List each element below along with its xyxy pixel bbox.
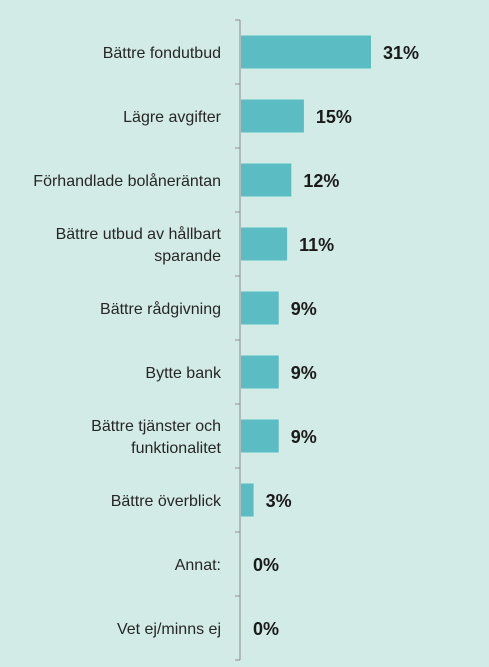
category-label: Bättre överblick (111, 493, 222, 510)
value-label: 11% (299, 235, 334, 255)
bar (241, 99, 304, 133)
value-label: 9% (291, 363, 317, 383)
value-label: 15% (316, 107, 352, 127)
axis-ticks (235, 19, 240, 661)
bar (241, 483, 254, 517)
bar (241, 163, 292, 197)
bar (241, 227, 288, 261)
bars-layer (241, 35, 371, 517)
category-label: Förhandlade bolåneräntan (33, 172, 221, 190)
value-label: 9% (291, 427, 317, 447)
category-label: Bytte bank (145, 365, 222, 382)
value-label: 31% (383, 43, 419, 63)
bar (241, 35, 371, 69)
category-labels: Bättre fondutbud Lägre avgifter Förhandlad… (33, 45, 222, 638)
category-label: Lägre avgifter (123, 109, 222, 126)
value-label: 0% (253, 619, 279, 639)
value-labels: 31% 15% 12% 11% 9% 9% 9% 3% 0% 0% (253, 43, 419, 639)
value-label: 0% (253, 555, 279, 575)
bar (241, 355, 279, 389)
bar (241, 291, 279, 325)
category-label: Bättre tjänster och funktionalitet (91, 418, 221, 457)
category-label: Vet ej/minns ej (117, 621, 221, 638)
category-label: Bättre fondutbud (103, 45, 221, 62)
value-label: 9% (291, 299, 317, 319)
category-label: Annat: (175, 557, 221, 574)
value-label: 3% (266, 491, 292, 511)
bar (241, 419, 279, 453)
category-label: Bättre utbud av hållbart sparande (56, 225, 222, 265)
category-label: Bättre rådgivning (100, 300, 221, 318)
value-label: 12% (303, 171, 339, 191)
